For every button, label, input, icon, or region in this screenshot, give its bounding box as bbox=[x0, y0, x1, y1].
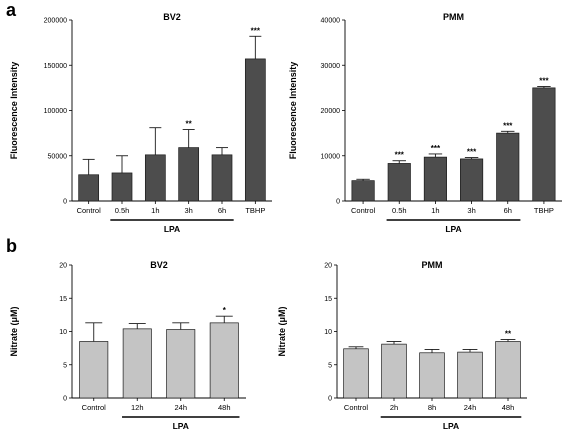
panel-letter-a: a bbox=[6, 0, 17, 20]
bar-24h bbox=[166, 329, 196, 399]
x-tick-label: 3h bbox=[467, 206, 475, 215]
y-tick-label: 15 bbox=[59, 296, 67, 303]
x-tick-label: TBHP bbox=[534, 206, 554, 215]
x-tick-label: Control bbox=[77, 206, 102, 215]
y-tick-label: 100000 bbox=[44, 108, 67, 115]
significance-mark: *** bbox=[539, 77, 549, 86]
x-tick-label: 6h bbox=[218, 206, 226, 215]
y-tick-label: 50000 bbox=[48, 153, 68, 160]
significance-mark: *** bbox=[395, 151, 405, 160]
bar-tbhp bbox=[532, 87, 556, 202]
bar-0.5h bbox=[111, 172, 133, 202]
chart-a-bv2: BV2 Fluorescence Intensity 0 50000 100000 150… bbox=[9, 12, 272, 234]
group-label-a-bv2: LPA bbox=[164, 224, 180, 234]
y-tick-label: 10000 bbox=[321, 153, 341, 160]
bar-6h bbox=[496, 132, 520, 202]
bar-control bbox=[78, 174, 100, 202]
bar-6h bbox=[211, 154, 233, 202]
y-tick-label: 40000 bbox=[321, 18, 341, 25]
significance-mark: *** bbox=[431, 144, 441, 153]
y-tick-label: 0 bbox=[328, 396, 332, 403]
x-tick-label: 0.5h bbox=[392, 206, 407, 215]
significance-mark: *** bbox=[251, 26, 261, 35]
y-tick-label: 10 bbox=[324, 329, 332, 336]
x-tick-label: 24h bbox=[174, 403, 187, 412]
x-tick-label: Control bbox=[82, 403, 107, 412]
chart-title-b-bv2: BV2 bbox=[150, 260, 168, 270]
bar-1h bbox=[144, 154, 166, 202]
bar-8h bbox=[419, 352, 445, 399]
x-tick-label: 12h bbox=[131, 403, 144, 412]
bar-48h bbox=[209, 322, 239, 399]
significance-mark: *** bbox=[503, 121, 513, 130]
y-tick-label: 150000 bbox=[44, 63, 67, 70]
bar-3h bbox=[178, 147, 200, 202]
y-tick-label: 15 bbox=[324, 296, 332, 303]
group-label-a-pmm: LPA bbox=[445, 224, 461, 234]
bar-0.5h bbox=[387, 163, 411, 202]
chart-b-pmm: PMM Nitrate (μM) 0 5 10 15 20 Control 2h 8h 24h ** 4… bbox=[277, 260, 527, 431]
group-label-b-pmm: LPA bbox=[443, 421, 459, 431]
bar-24h bbox=[457, 351, 483, 399]
x-tick-label: 8h bbox=[428, 403, 436, 412]
chart-title-a-pmm: PMM bbox=[443, 12, 464, 22]
bar-2h bbox=[381, 343, 407, 399]
x-tick-label: Control bbox=[351, 206, 376, 215]
bar-control bbox=[351, 180, 375, 202]
y-axis-label-b-pmm: Nitrate (μM) bbox=[277, 306, 287, 356]
y-tick-label: 20 bbox=[59, 263, 67, 270]
panel-letter-b: b bbox=[6, 236, 17, 256]
bar-tbhp bbox=[244, 58, 266, 202]
y-tick-label: 200000 bbox=[44, 18, 67, 25]
significance-mark: * bbox=[223, 306, 227, 315]
significance-mark: ** bbox=[186, 120, 193, 129]
significance-mark: *** bbox=[467, 148, 477, 157]
x-tick-label: 6h bbox=[504, 206, 512, 215]
y-tick-label: 5 bbox=[63, 362, 67, 369]
chart-a-pmm: PMM Fluorescence Intensity 0 10000 20000 3000… bbox=[288, 12, 562, 234]
chart-b-bv2: BV2 Nitrate (μM) 0 5 10 15 20 Control 12h 24h * 48h… bbox=[9, 260, 246, 431]
bar-1h bbox=[423, 156, 447, 202]
chart-title-b-pmm: PMM bbox=[422, 260, 443, 270]
x-tick-label: 48h bbox=[502, 403, 515, 412]
bar-control bbox=[79, 341, 109, 399]
x-tick-label: 24h bbox=[464, 403, 477, 412]
y-tick-label: 0 bbox=[63, 199, 67, 206]
group-label-b-bv2: LPA bbox=[173, 421, 189, 431]
x-tick-label: Control bbox=[344, 403, 369, 412]
y-tick-label: 10 bbox=[59, 329, 67, 336]
chart-title-a-bv2: BV2 bbox=[163, 12, 181, 22]
y-tick-label: 5 bbox=[328, 362, 332, 369]
x-tick-label: 1h bbox=[151, 206, 159, 215]
bar-3h bbox=[460, 158, 484, 202]
bar-control bbox=[343, 348, 369, 399]
y-tick-label: 0 bbox=[63, 396, 67, 403]
y-tick-label: 0 bbox=[336, 199, 340, 206]
bar-48h bbox=[495, 341, 521, 399]
y-axis-label-a-pmm: Fluorescence Intensity bbox=[288, 62, 298, 160]
y-axis-label-a-bv2: Fluorescence Intensity bbox=[9, 62, 19, 160]
significance-mark: ** bbox=[505, 329, 512, 338]
x-tick-label: 3h bbox=[184, 206, 192, 215]
y-tick-label: 20000 bbox=[321, 108, 341, 115]
x-tick-label: 2h bbox=[390, 403, 398, 412]
y-axis-label-b-bv2: Nitrate (μM) bbox=[9, 306, 19, 356]
x-tick-label: 0.5h bbox=[115, 206, 130, 215]
bar-12h bbox=[122, 328, 152, 399]
x-tick-label: 48h bbox=[218, 403, 231, 412]
y-tick-label: 30000 bbox=[321, 63, 341, 70]
x-tick-label: TBHP bbox=[245, 206, 265, 215]
y-tick-label: 20 bbox=[324, 263, 332, 270]
x-tick-label: 1h bbox=[431, 206, 439, 215]
